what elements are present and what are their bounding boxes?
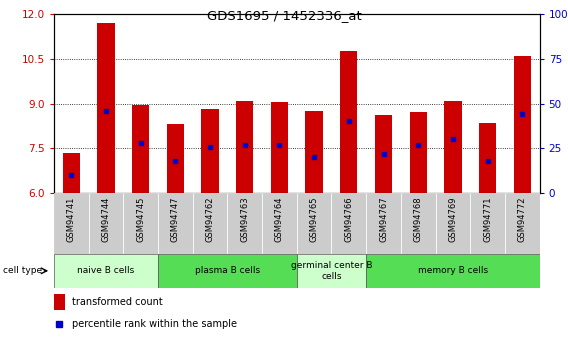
Text: GSM94741: GSM94741 bbox=[67, 196, 76, 241]
Text: GSM94747: GSM94747 bbox=[171, 196, 180, 242]
Bar bbox=[54, 294, 65, 310]
Bar bbox=[62, 153, 80, 193]
Text: GSM94769: GSM94769 bbox=[448, 196, 457, 242]
Text: plasma B cells: plasma B cells bbox=[195, 266, 260, 275]
Text: GSM94763: GSM94763 bbox=[240, 196, 249, 242]
Bar bbox=[262, 193, 297, 254]
Bar bbox=[193, 193, 227, 254]
Bar bbox=[158, 254, 296, 288]
Text: transformed count: transformed count bbox=[72, 297, 163, 307]
Bar bbox=[271, 102, 288, 193]
Bar bbox=[470, 193, 505, 254]
Bar bbox=[366, 193, 401, 254]
Bar bbox=[505, 193, 540, 254]
Bar bbox=[306, 111, 323, 193]
Bar bbox=[202, 109, 219, 193]
Bar bbox=[401, 193, 436, 254]
Bar bbox=[332, 193, 366, 254]
Bar bbox=[89, 193, 123, 254]
Bar bbox=[54, 193, 89, 254]
Text: GSM94766: GSM94766 bbox=[344, 196, 353, 242]
Bar bbox=[296, 193, 332, 254]
Text: naive B cells: naive B cells bbox=[77, 266, 135, 275]
Bar bbox=[166, 125, 184, 193]
Text: memory B cells: memory B cells bbox=[418, 266, 488, 275]
Text: cell type: cell type bbox=[3, 266, 42, 275]
Text: germinal center B
cells: germinal center B cells bbox=[291, 261, 372, 280]
Bar bbox=[236, 100, 253, 193]
Text: GSM94771: GSM94771 bbox=[483, 196, 492, 242]
Text: GSM94768: GSM94768 bbox=[414, 196, 423, 242]
Bar bbox=[444, 100, 462, 193]
Text: GSM94744: GSM94744 bbox=[102, 196, 111, 241]
Bar bbox=[436, 193, 470, 254]
Bar bbox=[410, 112, 427, 193]
Text: GSM94765: GSM94765 bbox=[310, 196, 319, 242]
Text: GSM94762: GSM94762 bbox=[206, 196, 215, 242]
Text: GDS1695 / 1452336_at: GDS1695 / 1452336_at bbox=[207, 9, 361, 22]
Bar bbox=[132, 105, 149, 193]
Text: GSM94767: GSM94767 bbox=[379, 196, 388, 242]
Bar bbox=[375, 116, 392, 193]
Bar bbox=[54, 254, 158, 288]
Bar bbox=[366, 254, 540, 288]
Text: GSM94772: GSM94772 bbox=[518, 196, 527, 242]
Bar bbox=[227, 193, 262, 254]
Bar bbox=[123, 193, 158, 254]
Text: percentile rank within the sample: percentile rank within the sample bbox=[72, 319, 237, 329]
Text: GSM94764: GSM94764 bbox=[275, 196, 284, 242]
Bar bbox=[513, 56, 531, 193]
Text: GSM94745: GSM94745 bbox=[136, 196, 145, 241]
Bar bbox=[296, 254, 366, 288]
Bar bbox=[340, 51, 357, 193]
Bar bbox=[158, 193, 193, 254]
Bar bbox=[97, 23, 115, 193]
Bar bbox=[479, 123, 496, 193]
